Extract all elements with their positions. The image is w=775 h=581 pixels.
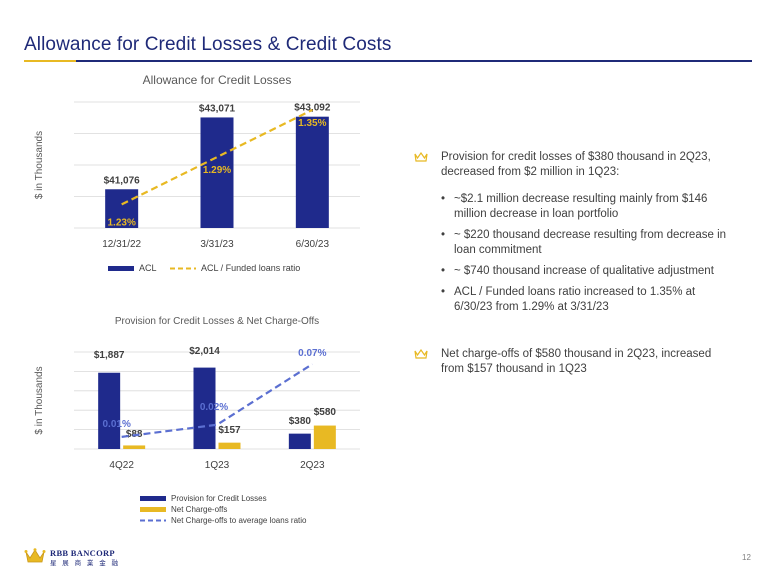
bar-provision-for-credit-losses [193,367,216,449]
bar-acl [200,117,234,228]
y-axis-label: $ in Thousands [34,131,45,199]
legend-label: Net Charge-offs to average loans ratio [171,516,307,525]
bar-data-label: $43,092 [294,103,331,114]
commentary-bullet-charge-offs: Net charge-offs of $580 thousand in 2Q23… [414,347,734,377]
bar-data-label: $380 [289,416,312,427]
chart-title: Allowance for Credit Losses [143,73,292,87]
sub-bullet: • ~ $740 thousand increase of qualitative… [441,265,714,277]
ratio-data-label: 1.35% [298,118,326,129]
commentary-bullet-charge-offs-text: Net charge-offs of $580 thousand in 2Q23… [441,348,712,375]
sub-bullet: • ~ $220 thousand decrease resulting from… [441,229,727,256]
legend-label: Provision for Credit Losses [171,494,267,503]
company-logo: RBB BANCORP 星 展 商 業 金 融 [24,546,134,568]
page-title: Allowance for Credit Losses & Credit Cos… [24,34,392,55]
logo-name: RBB BANCORP [50,548,115,558]
crown-bullet-icon [414,152,428,162]
ratio-data-label: 0.02% [200,402,228,413]
bar-data-label: $1,887 [94,350,125,361]
sub-bullet: • ACL / Funded loans ratio increased to 1… [441,286,696,313]
legend-label: ACL [139,263,157,273]
sub-bullet: • ~$2.1 million decrease resulting mainly… [441,193,708,220]
commentary: Provision for credit losses of $380 thou… [414,150,734,377]
x-tick-label: 6/30/23 [296,239,330,250]
commentary-sub-list: • ~$2.1 million decrease resulting mainly… [414,192,734,315]
x-tick-label: 3/31/23 [200,239,234,250]
y-axis-label: $ in Thousands [34,366,45,434]
legend-swatch [140,496,166,501]
bar-net-charge-offs [123,445,146,449]
ratio-data-label: 1.23% [107,217,135,228]
ratio-data-label: 0.07% [298,348,326,359]
ratio-line [121,363,313,438]
commentary-bullet-provision-text: Provision for credit losses of $380 thou… [441,151,711,178]
bar-data-label: $2,014 [189,346,220,357]
ratio-data-label: 0.01% [102,419,130,430]
bar-data-label: $157 [218,425,241,436]
bar-acl [105,189,139,228]
crown-bullet-icon [414,349,428,359]
bar-data-label: $41,076 [104,175,141,186]
x-tick-label: 1Q23 [205,460,230,471]
page-number: 12 [742,553,751,562]
ratio-data-label: 1.29% [203,165,231,176]
logo-chinese-name: 星 展 商 業 金 融 [50,560,121,567]
bar-provision-for-credit-losses [288,433,311,449]
acl-chart: Allowance for Credit Losses $ in Thousand… [34,73,360,273]
bar-net-charge-offs [313,425,336,449]
x-tick-label: 12/31/22 [102,239,141,250]
provision-chart: Provision for Credit Losses & Net Charge… [34,316,360,525]
legend-swatch [108,266,134,271]
legend-swatch [140,507,166,512]
legend-label: Net Charge-offs [171,505,227,514]
bar-data-label: $580 [314,407,337,418]
title-underline [76,60,752,62]
legend-label: ACL / Funded loans ratio [201,263,300,273]
bar-provision-for-credit-losses [98,372,121,449]
title-underline-accent [24,60,76,62]
crown-logo-icon [24,548,46,563]
bar-data-label: $43,071 [199,103,236,114]
bar-acl [295,116,329,228]
x-tick-label: 2Q23 [300,460,325,471]
bar-net-charge-offs [218,442,241,449]
ratio-line [121,108,313,206]
commentary-bullet-provision: Provision for credit losses of $380 thou… [414,150,734,180]
chart-title: Provision for Credit Losses & Net Charge… [115,316,319,327]
x-tick-label: 4Q22 [109,460,134,471]
